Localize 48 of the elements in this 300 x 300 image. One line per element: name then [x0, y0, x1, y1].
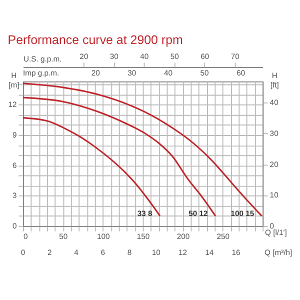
y-tick-label: 0	[12, 221, 17, 230]
y-tick-label: 6	[12, 160, 17, 170]
x2-tick-label: 40	[140, 52, 149, 61]
text: 60	[236, 68, 246, 78]
x2-tick-label: 30	[110, 52, 118, 61]
x2-tick-label: 50	[170, 52, 179, 61]
text: 4	[74, 248, 80, 257]
y2-tick-label: 30	[270, 128, 278, 138]
x-axis-title: Q [l/1']	[265, 228, 287, 238]
series-label: 50 12	[188, 208, 208, 218]
y2-tick-label: 0	[270, 221, 274, 230]
line-series	[22, 96, 216, 217]
text: 30	[128, 68, 136, 78]
y-axis-title: H [m]	[8, 71, 20, 90]
y-tick-label: 3	[12, 191, 17, 200]
text: 14	[205, 248, 214, 257]
x-tick-label: 50	[59, 232, 68, 242]
text: 40	[164, 68, 173, 78]
x2-axis-title: U.S. g.p.m.	[23, 54, 62, 64]
text: 20	[91, 68, 100, 78]
y2-axis-title: H [ft]	[270, 71, 279, 90]
x-tick-label: 100	[96, 232, 110, 242]
text: 16	[232, 248, 240, 257]
text: Q [m³/h]	[264, 248, 292, 257]
text: Imp g.p.m.	[23, 68, 60, 78]
x-tick-label: 200	[176, 232, 190, 242]
text: 12	[178, 248, 188, 257]
x2-tick-label: 70	[230, 52, 240, 61]
x-tick-label: 150	[136, 232, 150, 242]
line-series	[22, 117, 161, 217]
y2-tick-label: 20	[270, 160, 278, 169]
x-tick-label: 0	[23, 232, 28, 242]
y2-tick-label: 10	[270, 190, 278, 200]
y-tick-label: 9	[12, 130, 17, 140]
text: 6	[100, 248, 106, 257]
text: 0	[20, 248, 26, 257]
y2-tick-label: 40	[270, 98, 278, 108]
x2-tick-label: 20	[80, 52, 88, 61]
text: 10	[152, 248, 160, 257]
series-label: 33 8	[137, 208, 154, 218]
text: 8	[127, 248, 132, 257]
x-tick-label: 250	[216, 232, 230, 242]
series-label: 100 15	[230, 208, 255, 218]
x2-tick-label: 60	[200, 52, 210, 61]
chart-title: Performance curve at 2900 rpm	[8, 32, 183, 47]
y-tick-label: 12	[8, 100, 17, 110]
text: 50	[200, 68, 209, 78]
text: 2	[47, 248, 52, 257]
